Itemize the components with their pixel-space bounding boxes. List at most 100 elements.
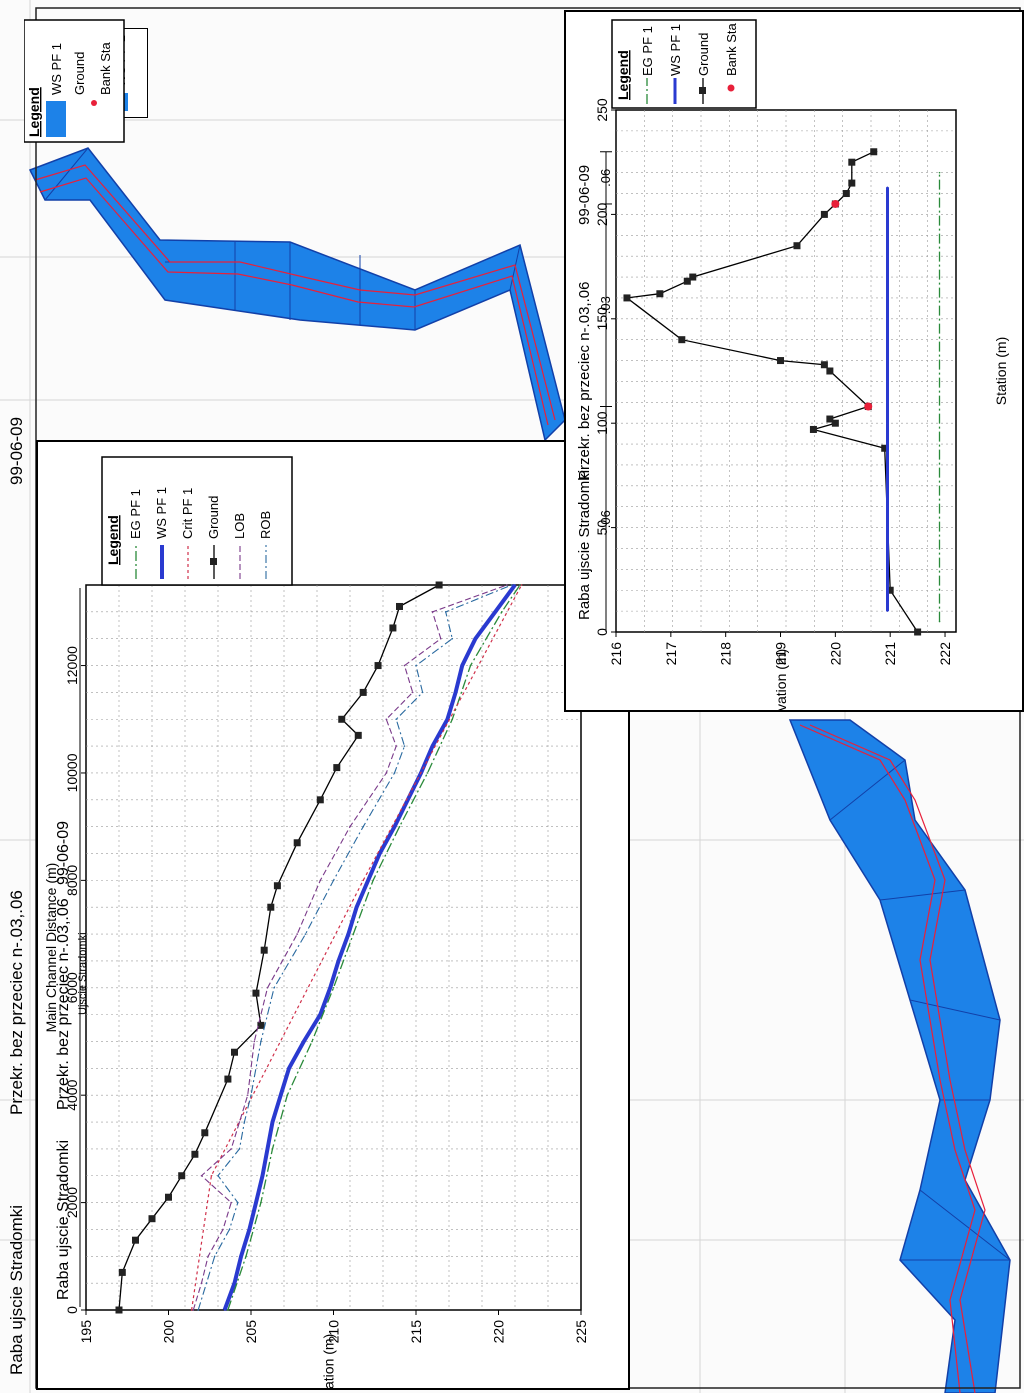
profile-series-ws-pf-1-point [355,906,358,909]
bank-dot-icon [91,100,97,106]
profile-series-ground-point [338,715,346,723]
section-y-axis-title: Elevation (m) [773,649,789,712]
bank-line-right [39,177,549,426]
section-series-bank-sta-point [864,402,873,411]
profile-series-ws-pf-1-point [446,718,449,721]
profile-ytick-label: 220 [491,1320,507,1344]
section-series-ground-point [678,336,686,344]
section-series-ws-pf-1-point [886,186,889,189]
profile-series-ws-pf-1-point [514,584,516,586]
profile-series-ground-point [359,688,367,696]
profile-series-lob-point [395,745,398,747]
profile-xtick-label: 12000 [64,646,80,685]
profile-series-lob-line [192,584,507,1311]
profile-series-eg-pf-1-point [501,611,503,613]
profile-series-rob-point [197,1309,199,1311]
section-series-ground-point [623,294,631,302]
profile-ytick-label: 205 [243,1320,259,1344]
section-legend-box [611,19,757,109]
legend-ground-square-icon [699,87,706,94]
section-series-bank-sta-point [831,199,840,208]
profile-x-axis-title: Main Channel Distance (m) [43,863,59,1033]
profile-series-ground-point [231,1048,238,1056]
profile-series-lob-point [230,1201,232,1204]
section-series-ground-point [848,158,856,166]
section-legend: Legend EG PF 1 WS PF 1 Ground Bank Sta [611,19,757,109]
profile-series-lob-point [296,933,299,935]
profile-xtick-label: 2000 [64,1187,80,1218]
section-series-ground-point [914,628,922,636]
profile-legend: Legend EG PF 1 WS PF 1 Crit PF 1 Ground LOB RO… [101,456,293,586]
section-series-ground-point [820,361,828,369]
profile-series-ws-pf-1-point [454,691,457,694]
page-header: Raba ujscie Stradomki Przekr. bez przeci… [7,417,26,1375]
profile-series-ws-pf-1-point [319,1013,322,1016]
plan-legend-box: Legend WS PF 1 Ground Bank Sta [24,19,125,143]
profile-series-rob-point [217,1174,219,1177]
page-title-part-3: 99-06-09 [7,417,26,485]
profile-series-ground-point [333,764,341,772]
profile-xtick-label: 4000 [64,1079,80,1110]
profile-series-ws-pf-1-line [222,583,517,1311]
profile-series-lob-point [385,718,388,721]
section-xtick-label: 250 [594,98,610,122]
section-series-ground-point [826,367,834,375]
profile-series-ws-pf-1-point [494,611,497,613]
profile-series-rob-point [332,879,335,882]
profile-series-rob-point [205,1282,208,1284]
profile-series-crit-pf-1-point [520,584,523,586]
profile-series-rob-point [403,745,406,747]
profile-series-rob-point [213,1255,216,1258]
bank-line-lower-right [809,724,986,1393]
profile-ytick-label: 215 [408,1320,424,1344]
profile-legend-box [101,456,293,586]
profile-series-ws-pf-1-point [279,1094,282,1096]
section-series-ground-point [842,190,850,198]
section-series-ws-pf-1-point [886,610,889,612]
profile-series-ground-point [267,903,275,911]
section-ytick-label: 222 [937,642,953,666]
profile-series-eg-pf-1-point [469,664,472,667]
profile-series-ws-pf-1-point [233,1282,236,1284]
profile-series-eg-pf-1-point [227,1309,229,1311]
profile-series-crit-pf-1-point [190,1309,193,1311]
n-value-label: .06 [598,510,613,528]
legend-ws-pf-1-label: WS PF 1 [668,24,683,76]
plan-legend-ground-text: Ground [72,52,87,95]
profile-series-lob-point [253,1040,256,1043]
page-title-part-2: Przekr. bez przeciec n-.03,.06 [7,890,26,1115]
section-ytick-label: 218 [718,642,734,666]
legend-ground-label: Ground [206,496,221,539]
plan-legend-ws-text: WS PF 1 [49,43,64,95]
n-value-label: .03 [598,296,613,314]
legend-ground-square-icon [210,558,217,565]
profile-series-ws-pf-1-point [474,637,477,640]
page-title-part-1: Raba ujscie Stradomki [7,1205,26,1375]
profile-series-rob-point [243,1121,246,1123]
section-series-ground-point [777,357,785,365]
profile-series-ws-pf-1-point [288,1067,290,1070]
profile-series-ws-pf-1-point [255,1201,257,1204]
legend-ground-label: Ground [696,33,711,76]
profile-series-ground-point [293,839,301,847]
section-x-axis-title: Station (m) [993,337,1009,405]
profile-series-lob-point [349,825,351,828]
profile-series-lob-point [200,1174,203,1177]
profile-series-lob-point [230,1148,232,1150]
profile-series-lob-point [403,664,406,667]
profile-series-ws-pf-1-point [347,933,350,935]
section-series-ground-point [689,273,697,281]
plan-legend-title-text: Legend [26,87,42,137]
profile-series-ground-point [374,662,382,670]
section-series-ground-point [848,179,856,187]
profile-series-ground-point [396,602,403,610]
profile-series-ws-pf-1-point [431,745,434,747]
profile-series-lob-point [207,1255,209,1258]
legend-bank-sta-label: Bank Sta [724,22,739,76]
legend-eg-pf-1-label: EG PF 1 [640,26,655,76]
profile-series-ground-point [252,989,260,997]
profile-series-crit-pf-1-point [362,879,365,882]
profile-series-ws-pf-1-point [406,799,409,801]
profile-series-lob-point [266,986,269,989]
section-series-ground-point [793,242,801,250]
